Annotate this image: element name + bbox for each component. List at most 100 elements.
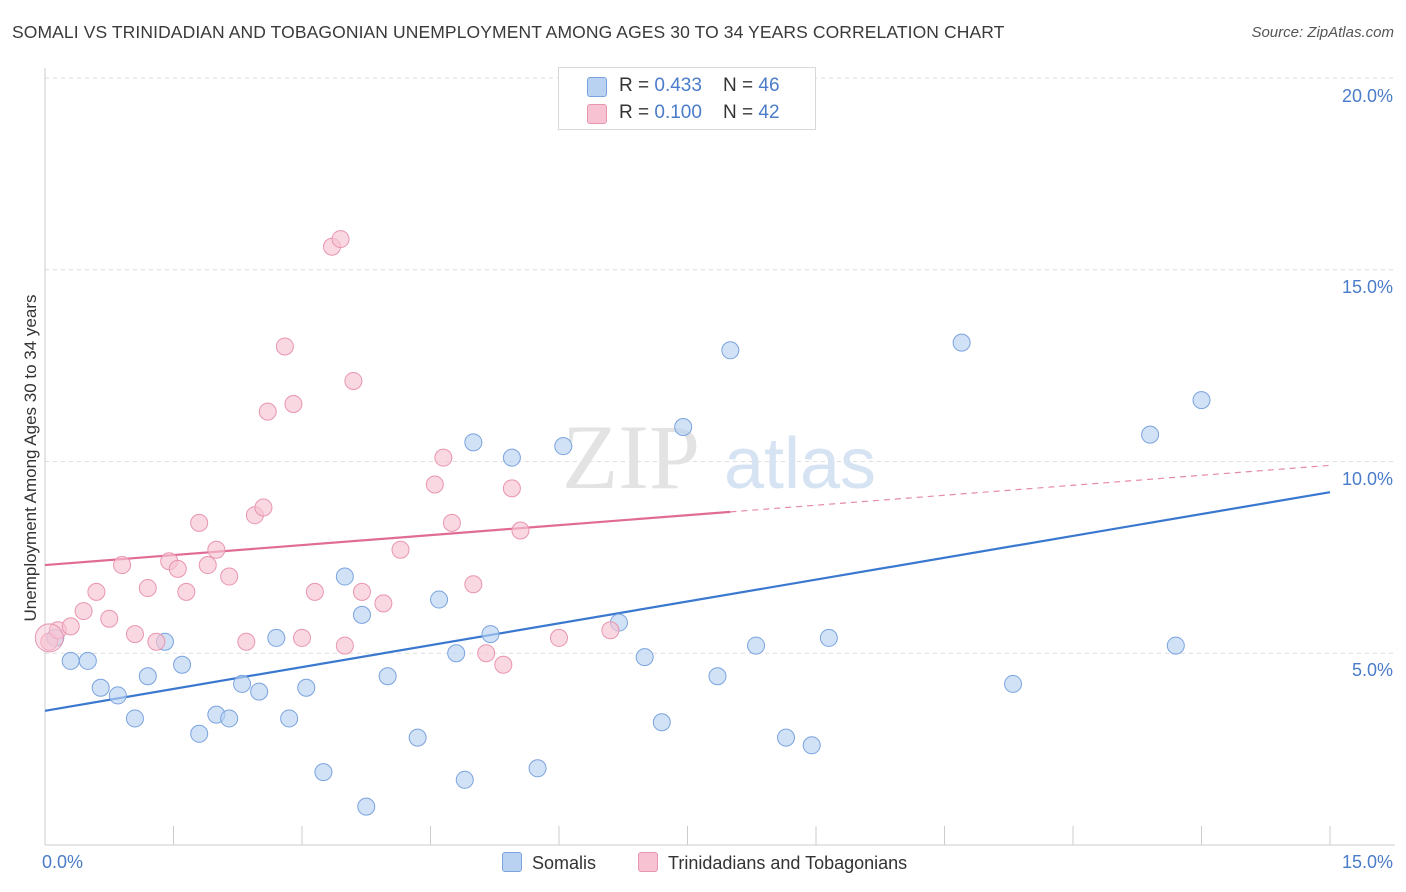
trinidadian-point [254,498,273,517]
somali-point [1141,425,1160,444]
somali-point [777,728,796,747]
somali-point [1166,636,1185,655]
gridlines [45,77,1395,654]
y-tick-label-5: 5.0% [1351,660,1393,680]
somali-point [378,667,397,686]
trinidadian-point [331,230,350,249]
trinidadian-point [352,582,371,601]
legend-r-label: R = [619,102,655,123]
somali-point [190,724,209,743]
somali-point [138,667,157,686]
source-label: Source: ZipAtlas.com [1251,24,1394,41]
somali-point [652,713,671,732]
watermark-atlas: atlas [724,424,876,504]
legend-n-value: 42 [758,102,780,123]
trinidadian-point [275,337,294,356]
somali-point [267,628,286,647]
data-points [34,230,1211,816]
somali-point [250,682,269,701]
somali-point [280,709,299,728]
legend-swatch-trinidadians [587,104,607,124]
somali-point [108,686,127,705]
legend-n-value: 46 [758,75,780,96]
somali-point [819,628,838,647]
somali-point [297,678,316,697]
somali-point [220,709,239,728]
legend-stats-trinidadians: R = 0.100 N = 42 [619,102,780,124]
watermark: ZIP atlas [562,406,876,508]
somali-point [335,567,354,586]
somali-point [408,728,427,747]
somali-point [464,433,483,452]
legend-r-label: R = [619,75,655,96]
x-tick-label-min: 0.0% [42,852,84,872]
legend-r-value: 0.433 [654,75,702,96]
trinidadian-point [61,617,80,636]
bottom-legend-somalis: Somalis [502,852,596,874]
trinidadian-point [177,582,196,601]
somali-point [635,648,654,667]
somali-point [554,437,573,456]
trinidadian-point-cluster [34,623,64,653]
trinidadian-point [113,556,132,575]
correlation-legend: R = 0.433 N = 46 R = 0.100 N = 42 [558,67,816,130]
legend-n-label: N = [723,75,759,96]
trinidadian-point [511,521,530,540]
bottom-legend-swatch-somalis [502,852,522,872]
y-tick-label-15: 15.0% [1341,277,1393,297]
trinidadian-point [220,567,239,586]
trinidadian-point [74,602,93,621]
trinidadian-point [293,628,311,647]
axes [44,68,1395,846]
trinidadian-point [207,540,226,559]
somali-point [91,678,110,697]
trinidadian-point [601,621,620,640]
trinidadian-point [550,628,568,647]
trinidadian-point [198,556,217,575]
somali-point [502,448,521,467]
somali-point [708,667,727,686]
legend-n-label: N = [723,102,759,123]
trinidadian-trend-line-extension [730,464,1331,513]
somali-point [1192,391,1211,410]
somali-trend-line [44,491,1331,712]
bottom-legend-label-trinidadians: Trinidadians and Tobagonians [668,853,908,873]
trinidadian-trend-line [44,510,731,567]
somali-point [747,636,766,655]
trinidadian-point [305,582,324,601]
chart-title: SOMALI VS TRINIDADIAN AND TOBAGONIAN UNE… [12,22,1005,42]
somali-point [352,605,371,624]
somali-point [314,763,333,782]
somali-point [674,417,693,436]
trinidadian-point [147,632,166,651]
somali-point [721,341,740,360]
trinidadian-point [477,644,496,663]
trinidadian-point [442,513,461,532]
somali-point [528,759,547,778]
somali-point [430,590,449,609]
trinidadian-point [391,540,410,559]
legend-stats-somalis: R = 0.433 N = 46 [619,75,780,97]
trinidadian-point [258,402,277,421]
somali-point [173,655,192,674]
trinidadian-point [168,559,187,578]
somali-point [481,625,500,644]
y-tick-label-10: 10.0% [1341,469,1393,489]
x-tick-label-max: 15.0% [1341,852,1393,872]
trend-lines [44,464,1331,712]
somali-point [447,644,466,663]
trinidadian-point [344,371,363,390]
somali-point [1004,674,1023,693]
trinidadian-point [464,575,483,594]
legend-r-value: 0.100 [654,102,702,123]
somali-point [125,709,144,728]
trinidadian-point [284,394,303,413]
trinidadian-point [335,636,354,655]
bottom-legend-swatch-trinidadians [638,852,658,872]
trinidadian-point [237,632,256,651]
somali-point [233,674,252,693]
y-tick-label-20: 20.0% [1341,86,1393,106]
bottom-legend-label-somalis: Somalis [532,853,597,873]
legend-swatch-somalis [587,77,607,97]
